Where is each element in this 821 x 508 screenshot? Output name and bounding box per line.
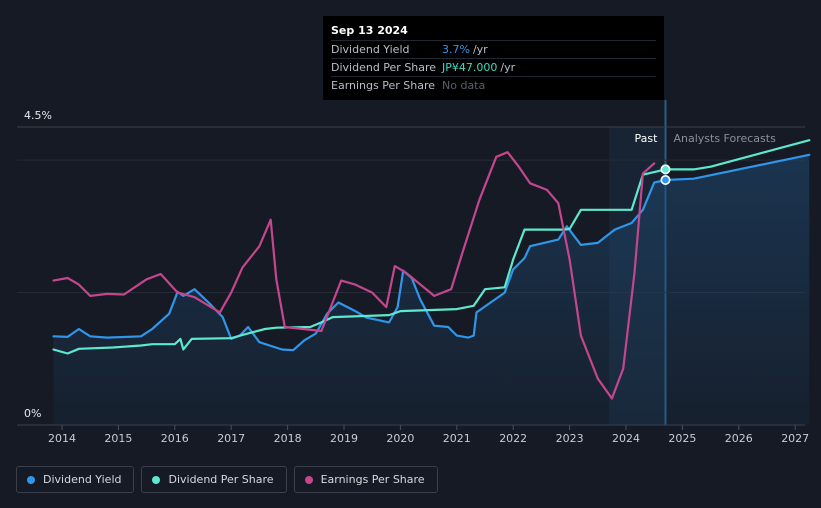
tooltip: Sep 13 2024 Dividend Yield 3.7% /yr Divi… (323, 16, 664, 100)
tooltip-value: 3.7% (442, 43, 470, 56)
y-axis-label-top: 4.5% (24, 109, 52, 122)
legend-dividend-yield[interactable]: Dividend Yield (16, 466, 135, 493)
x-tick-label: 2024 (612, 432, 640, 445)
x-tick-label: 2025 (668, 432, 696, 445)
legend-label: Dividend Yield (43, 473, 122, 486)
tooltip-row-dividend-yield: Dividend Yield 3.7% /yr (331, 40, 656, 58)
x-tick-label: 2022 (499, 432, 527, 445)
tooltip-value: No data (442, 79, 486, 92)
y-axis-label-bottom: 0% (24, 407, 41, 420)
earnings-per-share-dot-icon (304, 475, 313, 484)
dividend-per-share-dot-icon (152, 475, 161, 484)
x-tick-label: 2023 (556, 432, 584, 445)
dividend-yield-marker (660, 174, 671, 185)
x-tick-label: 2014 (48, 432, 76, 445)
earnings-per-share-line (52, 151, 656, 400)
x-tick-label: 2027 (781, 432, 809, 445)
tooltip-label: Dividend Yield (331, 43, 410, 56)
x-tick-label: 2017 (217, 432, 245, 445)
dividend-per-share-line (52, 139, 811, 355)
legend-label: Earnings Per Share (320, 473, 425, 486)
tooltip-label: Earnings Per Share (331, 79, 436, 92)
x-tick-label: 2020 (386, 432, 414, 445)
tooltip-row-dividend-per-share: Dividend Per Share JP¥47.000 /yr (331, 58, 656, 76)
tooltip-row-earnings-per-share: Earnings Per Share No data (331, 76, 656, 94)
x-tick-label: 2016 (161, 432, 189, 445)
dividend-per-share-marker (660, 164, 671, 175)
x-tick-label: 2021 (443, 432, 471, 445)
tooltip-value: JP¥47.000 (442, 61, 498, 74)
legend: Dividend Yield Dividend Per Share Earnin… (16, 466, 438, 493)
past-label: Past (635, 132, 659, 145)
legend-label: Dividend Per Share (168, 473, 274, 486)
tooltip-date: Sep 13 2024 (331, 24, 408, 37)
x-tick-label: 2026 (725, 432, 753, 445)
dividend-yield-dot-icon (27, 475, 35, 484)
tooltip-unit: /yr (500, 61, 516, 74)
dividend-yield-area (53, 154, 810, 426)
legend-dividend-per-share[interactable]: Dividend Per Share (141, 466, 287, 493)
tooltip-label: Dividend Per Share (331, 61, 437, 74)
tooltip-unit: /yr (472, 43, 488, 56)
x-tick-label: 2018 (274, 432, 302, 445)
x-tick-label: 2019 (330, 432, 358, 445)
legend-earnings-per-share[interactable]: Earnings Per Share (293, 466, 438, 493)
x-tick-label: 2015 (104, 432, 132, 445)
forecast-label: Analysts Forecasts (673, 132, 776, 145)
